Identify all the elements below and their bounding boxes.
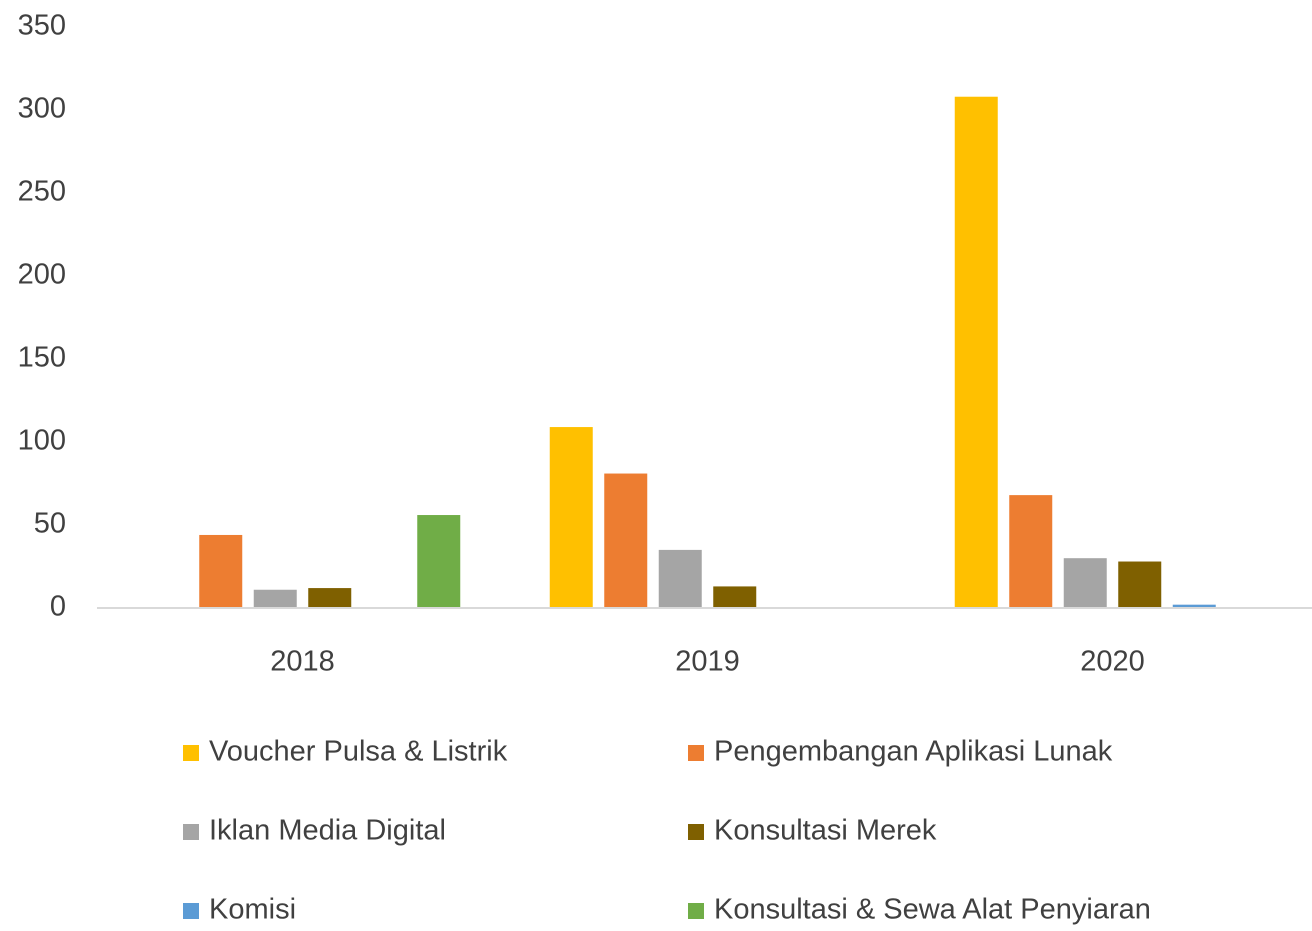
legend-label: Voucher Pulsa & Listrik bbox=[209, 736, 508, 768]
legend-swatch bbox=[183, 903, 199, 919]
bar bbox=[199, 534, 243, 608]
legend-label: Komisi bbox=[209, 894, 296, 926]
bar bbox=[549, 427, 593, 608]
legend-label: Konsultasi Merek bbox=[714, 815, 937, 847]
y-tick-label: 300 bbox=[18, 93, 66, 125]
y-tick-label: 50 bbox=[34, 508, 66, 540]
bar bbox=[1063, 558, 1107, 608]
legend-label: Iklan Media Digital bbox=[209, 815, 446, 847]
y-tick-label: 100 bbox=[18, 425, 66, 457]
bar bbox=[658, 549, 702, 608]
x-tick-label: 2020 bbox=[1080, 646, 1145, 678]
x-tick-label: 2018 bbox=[270, 646, 335, 678]
bar bbox=[1118, 561, 1162, 608]
bar bbox=[1172, 604, 1216, 608]
legend-label: Pengembangan Aplikasi Lunak bbox=[714, 736, 1113, 768]
y-tick-label: 200 bbox=[18, 259, 66, 291]
legend-swatch bbox=[688, 903, 704, 919]
legend-swatch bbox=[183, 745, 199, 761]
y-tick-label: 0 bbox=[50, 591, 66, 623]
bar bbox=[604, 473, 648, 608]
bar bbox=[713, 586, 757, 608]
legend-swatch bbox=[688, 824, 704, 840]
x-tick-label: 2019 bbox=[675, 646, 740, 678]
bar bbox=[1009, 495, 1053, 608]
y-tick-label: 350 bbox=[18, 10, 66, 42]
legend-swatch bbox=[688, 745, 704, 761]
bar bbox=[954, 96, 998, 608]
y-tick-label: 150 bbox=[18, 342, 66, 374]
legend-label: Konsultasi & Sewa Alat Penyiaran bbox=[714, 894, 1151, 926]
legend-swatch bbox=[183, 824, 199, 840]
y-tick-label: 250 bbox=[18, 176, 66, 208]
bar bbox=[308, 588, 352, 608]
bar bbox=[417, 515, 461, 608]
bar bbox=[253, 589, 297, 608]
